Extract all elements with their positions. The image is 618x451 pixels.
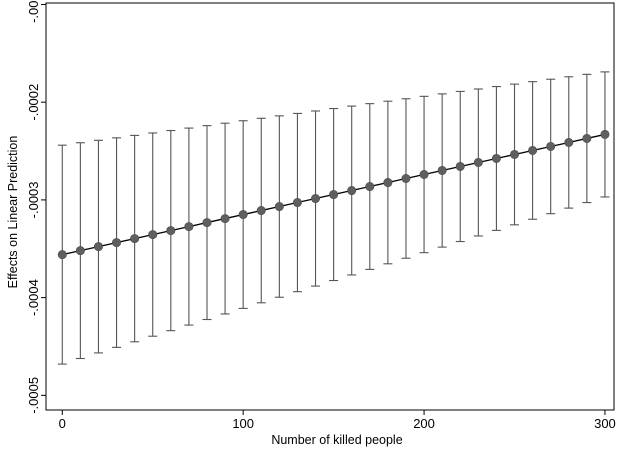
data-point [582, 133, 592, 143]
data-point [75, 246, 85, 256]
data-point [510, 149, 520, 159]
data-point [383, 178, 393, 188]
y-tick-label: -.0004 [26, 279, 41, 316]
data-point [546, 141, 556, 151]
y-axis-title: Effects on Linear Prediction [6, 136, 20, 289]
data-point [600, 129, 610, 139]
data-point [238, 210, 248, 220]
data-point [311, 194, 321, 204]
data-point [419, 169, 429, 179]
y-tick-label: -.0005 [26, 377, 41, 414]
data-point [130, 234, 140, 244]
x-tick-label: 300 [594, 416, 616, 431]
data-point [202, 218, 212, 228]
data-point [528, 145, 538, 155]
data-point [455, 161, 465, 171]
data-point [365, 182, 375, 192]
x-tick-label: 0 [59, 416, 66, 431]
data-point [256, 206, 266, 216]
data-point [184, 222, 194, 232]
data-point [292, 198, 302, 208]
x-tick-label: 100 [232, 416, 254, 431]
y-tick-label: -.0001 [26, 0, 41, 23]
data-point [93, 242, 103, 252]
data-point [329, 190, 339, 200]
data-point [473, 157, 483, 167]
data-point [437, 165, 447, 175]
data-point [347, 186, 357, 196]
data-point [564, 137, 574, 147]
y-tick-label: -.0002 [26, 84, 41, 121]
x-axis-title: Number of killed people [271, 433, 402, 447]
data-point [148, 230, 158, 240]
data-point [491, 153, 501, 163]
data-point [166, 226, 176, 236]
plot-frame [45, 2, 615, 411]
y-tick-label: -.0003 [26, 181, 41, 218]
data-point [57, 250, 67, 260]
x-tick-label: 200 [413, 416, 435, 431]
data-point [112, 238, 122, 248]
data-point [220, 214, 230, 224]
data-point [401, 174, 411, 184]
data-point [274, 202, 284, 212]
